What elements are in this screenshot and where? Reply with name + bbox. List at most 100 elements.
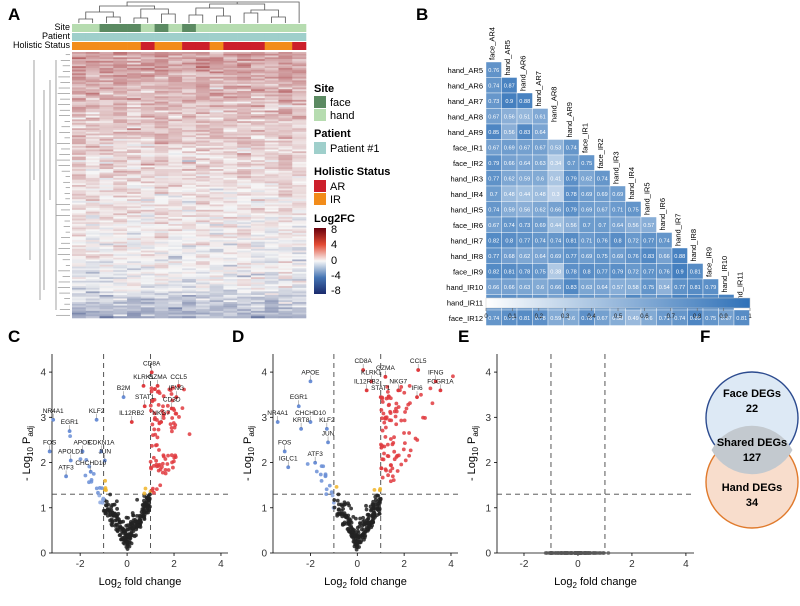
heatmap-cell — [154, 289, 169, 292]
heatmap-cell — [182, 112, 197, 115]
heatmap-cell — [278, 167, 293, 170]
heatmap-cell — [99, 124, 114, 127]
correlation-value: 0.67 — [488, 146, 499, 152]
heatmap-cell — [223, 96, 238, 99]
heatmap-cell — [292, 296, 307, 299]
heatmap-cell — [99, 170, 114, 173]
heatmap-cell — [182, 122, 197, 126]
heatmap-cell — [182, 239, 197, 243]
heatmap-cell — [140, 248, 155, 251]
heatmap-cell — [72, 202, 87, 205]
heatmap-cell — [168, 142, 183, 145]
heatmap-cell — [99, 286, 114, 289]
heatmap-cell — [264, 122, 279, 126]
data-point — [324, 492, 329, 497]
correlation-row-label: hand_AR8 — [448, 112, 483, 121]
data-point — [396, 405, 401, 409]
highlighted-point — [326, 440, 330, 445]
correlation-row-label: hand_IR3 — [450, 174, 483, 183]
correlation-value: 0.9 — [505, 99, 513, 105]
heatmap-cell — [127, 218, 142, 221]
heatmap-cell — [250, 71, 266, 74]
heatmap-cell — [278, 248, 293, 251]
heatmap-cell — [292, 101, 307, 104]
heatmap-cell — [72, 135, 87, 138]
heatmap-cell — [168, 192, 183, 195]
status-annotation-cell — [237, 42, 252, 50]
data-point — [149, 466, 154, 471]
heatmap-cell — [237, 165, 252, 168]
heatmap-cell — [278, 238, 293, 241]
heatmap-cell — [195, 197, 210, 200]
heatmap-cell — [209, 153, 224, 156]
heatmap-cell — [195, 293, 210, 296]
heatmap-cell — [250, 215, 266, 218]
heatmap-cell — [250, 273, 266, 276]
heatmap-cell — [113, 280, 128, 283]
heatmap-cell — [182, 181, 197, 184]
heatmap-cell — [154, 280, 169, 283]
heatmap-cell — [85, 76, 100, 79]
correlation-col-label: hand_IR7 — [674, 213, 683, 246]
data-point — [142, 512, 147, 517]
heatmap-cell — [99, 59, 114, 62]
heatmap-cell — [292, 275, 307, 278]
heatmap-cell — [292, 176, 307, 179]
heatmap-cell — [250, 310, 266, 313]
heatmap-cell — [154, 248, 169, 251]
heatmap-cell — [154, 126, 169, 129]
y-tick-label: 2 — [485, 458, 491, 469]
heatmap-cell — [292, 91, 307, 94]
heatmap-cell — [250, 82, 266, 85]
heatmap-cell — [195, 106, 210, 110]
heatmap-cell — [182, 266, 197, 269]
heatmap-cell — [278, 179, 293, 182]
heatmap-cell — [99, 218, 114, 221]
heatmap-cell — [140, 142, 155, 145]
heatmap-cell — [237, 303, 252, 306]
heatmap-cell — [127, 257, 142, 260]
heatmap-cell — [127, 199, 142, 202]
heatmap-cell — [237, 268, 252, 271]
data-point — [385, 453, 390, 458]
data-point — [115, 528, 120, 533]
heatmap-cell — [292, 99, 307, 102]
data-point — [598, 551, 603, 555]
heatmap-cell — [209, 284, 224, 287]
heatmap-cell — [195, 220, 210, 223]
heatmap-cell — [223, 296, 238, 299]
data-point — [135, 497, 140, 502]
heatmap-cell — [113, 255, 128, 259]
heatmap-cell — [72, 296, 87, 299]
heatmap-cell — [85, 106, 100, 110]
heatmap-cell — [168, 255, 183, 259]
highlighted-point — [99, 449, 104, 454]
heatmap-cell — [99, 158, 114, 161]
heatmap-cell — [85, 186, 100, 189]
heatmap-cell — [264, 305, 279, 308]
heatmap-cell — [250, 153, 266, 156]
heatmap-cell — [209, 122, 224, 126]
site-annotation-cell — [278, 24, 293, 32]
heatmap-cell — [168, 215, 183, 218]
heatmap-cell — [127, 224, 142, 227]
heatmap-cell — [154, 179, 169, 182]
heatmap-cell — [85, 147, 100, 150]
heatmap-cell — [140, 294, 155, 298]
heatmap-cell — [99, 245, 114, 248]
heatmap-cell — [72, 266, 87, 269]
heatmap-cell — [223, 145, 238, 149]
heatmap-cell — [99, 151, 114, 154]
highlighted-point — [169, 406, 174, 411]
heatmap-cell — [250, 305, 266, 308]
heatmap-cell — [127, 225, 142, 228]
heatmap-cell — [292, 112, 307, 115]
heatmap-cell — [278, 55, 293, 58]
heatmap-cell — [278, 165, 293, 168]
heatmap-cell — [127, 186, 142, 189]
heatmap-cell — [85, 271, 100, 274]
heatmap-cell — [250, 99, 266, 102]
heatmap-cell — [209, 236, 224, 239]
heatmap-cell — [113, 238, 128, 241]
heatmap-cell — [140, 218, 155, 221]
